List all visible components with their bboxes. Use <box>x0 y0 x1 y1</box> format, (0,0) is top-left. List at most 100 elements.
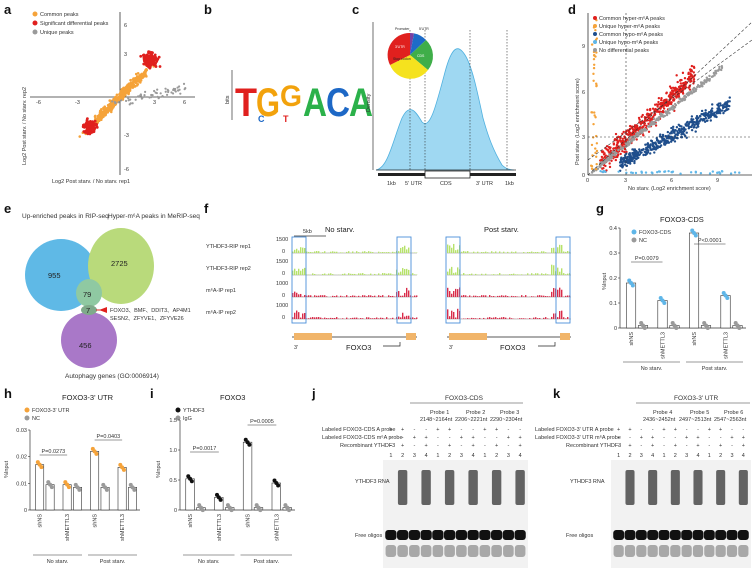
a-point <box>85 130 88 134</box>
f-track-bar <box>551 247 553 253</box>
group-label: Post starv. <box>100 559 126 565</box>
d-point <box>686 77 690 81</box>
f-track-bar <box>503 317 505 319</box>
f-track-bar <box>485 273 487 275</box>
f-track-bar <box>491 296 493 297</box>
f-track-bar <box>298 268 300 275</box>
emsa-sign: - <box>390 443 392 449</box>
c-pie-label-5utr: 5'UTR <box>419 27 429 31</box>
emsa-free-band <box>432 530 444 540</box>
f-track-bar <box>292 270 294 275</box>
bar-tick-label: 0.5 <box>169 478 177 484</box>
motif-sub-1: C <box>258 114 265 124</box>
d-point <box>641 125 644 129</box>
a-point <box>164 87 167 90</box>
panel-label-a: a <box>4 2 12 17</box>
d-point <box>629 141 632 145</box>
f-track-bar <box>308 295 310 297</box>
emsa-sign: - <box>663 443 665 449</box>
f-track-bar <box>483 295 485 297</box>
f-track-bar <box>408 269 410 275</box>
a-point <box>164 90 167 93</box>
bar-x-label: shMETTL3 <box>120 514 126 541</box>
f-track-bar <box>346 317 348 319</box>
f-track-bar <box>404 245 406 253</box>
a-point <box>174 87 177 91</box>
emsa-sign: - <box>413 443 415 449</box>
d-point <box>670 106 673 109</box>
motif-letter-3: G <box>280 80 302 113</box>
f-track-bar <box>326 318 328 319</box>
f-track-bar <box>310 252 312 253</box>
f-track-bar <box>531 273 533 275</box>
f-track-bar <box>453 272 455 275</box>
a-tick-x-neg3: -3 <box>75 100 80 106</box>
f-track-bar <box>318 295 320 297</box>
d-point <box>595 142 599 145</box>
f-track-bar <box>505 295 507 297</box>
bar-dot <box>642 326 647 330</box>
emsa-shift-band <box>397 470 408 505</box>
d-point <box>592 63 596 66</box>
f-track-bar <box>318 317 320 319</box>
f-track-bar <box>390 273 392 275</box>
f-track-bar <box>332 317 334 319</box>
f-track-label: m⁶A-IP rep1 <box>206 287 236 294</box>
motif-letter-4: A <box>303 81 327 125</box>
f-track-bar <box>406 287 408 297</box>
d-point <box>640 115 643 118</box>
a-point <box>122 86 125 90</box>
f-track-bar <box>497 295 499 297</box>
a-point <box>143 94 146 97</box>
p-value: P=0.0017 <box>193 446 217 452</box>
d-point <box>650 139 654 143</box>
f-track-bar <box>366 252 368 253</box>
f-track-bar <box>322 252 324 253</box>
panel-e-venn: Up-enriched peaks in RIP-seq Hyper-m⁶A p… <box>22 213 200 380</box>
f-track-bar <box>360 318 362 319</box>
d-point <box>686 120 689 124</box>
f-track-bar <box>316 251 318 253</box>
emsa-lane: 1 <box>436 453 439 459</box>
d-point <box>681 71 685 75</box>
f-track-bar <box>294 249 296 253</box>
d-diag-2 <box>587 39 753 161</box>
f-track-bar <box>320 295 322 297</box>
d-point <box>660 98 663 102</box>
f-track-bar <box>493 296 495 297</box>
g-title: FOXO3-CDS <box>660 215 704 224</box>
d-point <box>709 119 712 122</box>
d-point <box>652 121 655 124</box>
f-track-bar <box>390 296 392 297</box>
a-point <box>82 130 86 133</box>
a-tick-x-6: 6 <box>183 100 186 106</box>
a-point <box>126 89 130 93</box>
d-point <box>690 115 694 118</box>
f-track-bar <box>308 318 310 319</box>
a-point <box>148 50 151 54</box>
d-point <box>696 85 699 89</box>
k-range-6: 2547~2563nt <box>714 417 747 423</box>
a-point <box>135 79 139 83</box>
f-track-bar <box>547 296 549 297</box>
d-point <box>608 162 611 165</box>
d-point <box>711 103 714 106</box>
d-point <box>688 88 692 91</box>
d-legend-5: No differential peaks <box>599 48 649 54</box>
f-track-bar <box>511 318 513 319</box>
d-point <box>634 152 637 155</box>
f-track-bar <box>543 295 545 297</box>
f-gene-exon-2a <box>449 333 487 340</box>
d-point <box>720 64 724 68</box>
d-ytick-9: 9 <box>582 44 585 50</box>
d-point <box>714 69 717 73</box>
f-track-bar <box>481 295 483 297</box>
f-track-bar <box>356 251 358 253</box>
d-point <box>635 134 639 138</box>
d-point <box>632 148 635 151</box>
d-point <box>709 115 713 118</box>
d-point <box>658 145 661 149</box>
e-count-12: 79 <box>83 290 91 299</box>
f-track-bar <box>467 296 469 297</box>
a-tick-y-neg3: -3 <box>124 133 129 139</box>
